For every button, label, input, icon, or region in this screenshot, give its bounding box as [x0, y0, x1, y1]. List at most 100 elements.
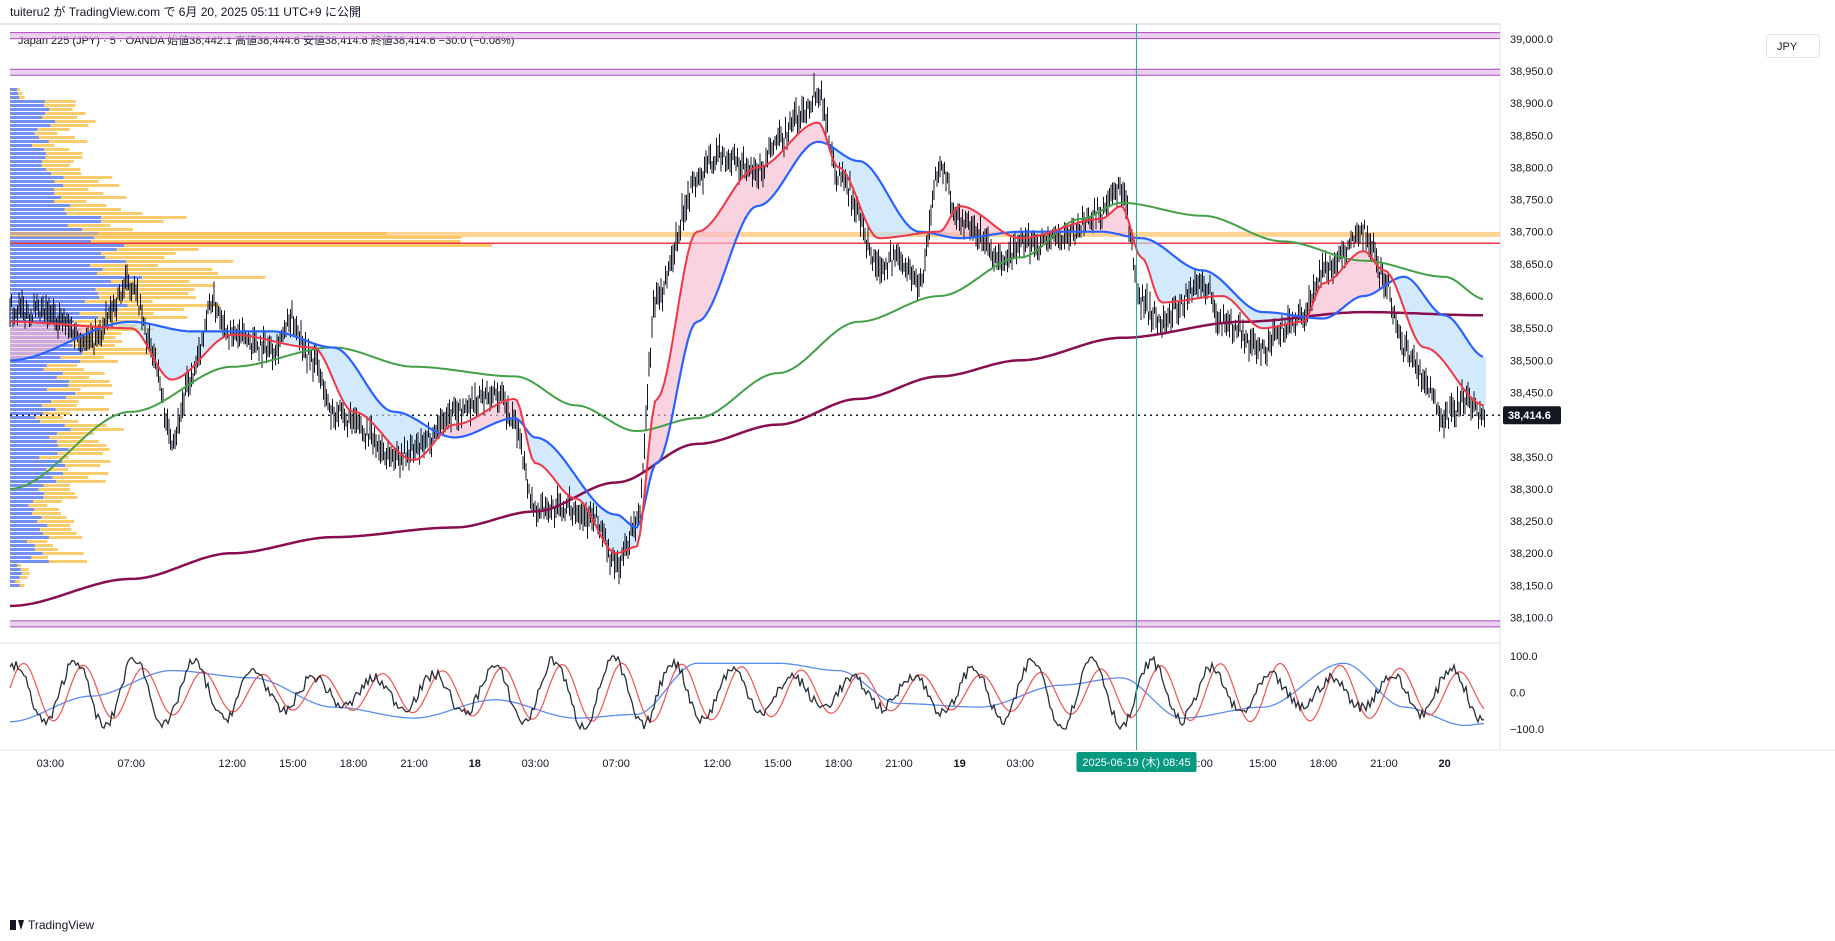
cloud-segment [799, 130, 802, 158]
vp-bar-yellow [27, 540, 48, 543]
cloud-segment [1441, 314, 1444, 362]
vp-bar-blue [10, 260, 126, 263]
vp-bar-blue [10, 176, 64, 179]
cloud-segment [1429, 302, 1432, 350]
axes[interactable]: 39,000.0 38,950.0 38,900.0 38,850.0 38,800.0… [37, 34, 1561, 770]
vp-bar-yellow [116, 248, 199, 251]
cloud-segment [1432, 306, 1435, 353]
vp-bar-yellow [94, 236, 462, 239]
cloud-segment [1219, 278, 1222, 297]
vp-bar-blue [10, 244, 124, 247]
cloud-segment [1345, 261, 1348, 307]
cloud-segment [1414, 282, 1417, 341]
cloud-segment [502, 400, 505, 421]
vp-bar-blue [10, 364, 47, 367]
vp-bar-yellow [84, 300, 153, 303]
cloud-segment [556, 450, 559, 486]
purple-zone-top [10, 32, 1500, 39]
cloud-segment [796, 133, 799, 162]
vp-bar-yellow [40, 420, 79, 423]
cloud-segment [1417, 285, 1420, 345]
cloud-segment [1456, 323, 1459, 383]
price-tick: 38,950.0 [1510, 66, 1553, 78]
cloud-segment [544, 439, 547, 471]
cloud-segment [34, 322, 37, 357]
cloud-segment [16, 321, 19, 361]
cloud-segment [184, 330, 187, 375]
cloud-segment [358, 370, 361, 414]
cloud-segment [1348, 258, 1351, 304]
price-candles [9, 72, 1485, 585]
vp-bar-blue [10, 120, 56, 123]
vp-bar-blue [10, 352, 83, 355]
vp-bar-yellow [90, 264, 158, 267]
vp-bar-blue [10, 100, 45, 103]
price-tick: 38,700.0 [1510, 227, 1553, 239]
vp-bar-yellow [62, 460, 111, 463]
cloud-segment [31, 322, 34, 358]
cloud-segment [121, 322, 124, 329]
vp-bar-yellow [66, 396, 104, 399]
cloud-segment [742, 174, 745, 226]
vp-bar-yellow [44, 104, 76, 107]
horizontal-levels[interactable] [10, 32, 1500, 628]
vp-bar-blue [10, 428, 71, 431]
cloud-segment [79, 325, 82, 338]
time-tick: 15:00 [764, 758, 792, 770]
vp-bar-blue [10, 420, 40, 423]
vp-bar-yellow [49, 436, 85, 439]
cloud-segment [814, 122, 817, 143]
cloud-segment [772, 158, 775, 197]
cloud-segment [292, 335, 295, 346]
vp-bar-yellow [127, 304, 221, 307]
cloud-segment [754, 167, 757, 208]
vp-bar-blue [10, 264, 91, 267]
vp-bar-yellow [34, 508, 60, 511]
cloud-segment [40, 322, 43, 355]
footer-brand[interactable]: TradingView [10, 918, 94, 932]
vp-bar-blue [10, 184, 64, 187]
cloud-segment [157, 325, 160, 370]
vp-bar-blue [10, 148, 44, 151]
cloud-segment [172, 328, 175, 380]
cloud-segment [745, 171, 748, 219]
cloud-segment [604, 509, 607, 547]
cloud-segment [1174, 255, 1177, 302]
cloud-segment [382, 405, 385, 438]
vp-bar-yellow [50, 124, 89, 127]
cloud-segment [532, 436, 535, 464]
cloud-segment [703, 227, 706, 319]
vp-bar-yellow [40, 528, 72, 531]
vp-bar-yellow [101, 252, 176, 255]
cloud-segment [427, 426, 430, 452]
cloud-segment [655, 398, 658, 465]
vp-bar-blue [10, 412, 44, 415]
cloud-segment [1435, 309, 1438, 355]
osc-signal-red [9, 662, 1485, 723]
vp-bar-blue [10, 240, 91, 243]
vp-bar-blue [10, 200, 55, 203]
vp-bar-yellow [54, 180, 99, 183]
cloud-segment [778, 152, 781, 190]
vp-bar-yellow [54, 192, 104, 195]
cloud-segment [1186, 264, 1189, 301]
cloud-segment [340, 349, 343, 402]
cloud-segment [1369, 254, 1372, 296]
vp-bar-yellow [124, 244, 492, 247]
cloud-segment [886, 191, 889, 238]
orange-level [10, 231, 1500, 237]
cloud-segment [1093, 219, 1096, 232]
cloud-segment [493, 404, 496, 425]
cloud-segment [679, 283, 682, 381]
vp-bar-yellow [101, 220, 164, 223]
vp-bar-blue [10, 132, 35, 135]
currency-button[interactable]: JPY [1766, 34, 1820, 58]
price-tick: 38,650.0 [1510, 259, 1553, 271]
crosshair-time-label: 2025-06-19 (木) 08:45 [1082, 756, 1190, 769]
vp-bar-blue [10, 252, 101, 255]
vp-bar-yellow [111, 280, 190, 283]
vp-bar-blue [10, 392, 76, 395]
vp-bar-yellow [60, 356, 104, 359]
cloud-segment [856, 160, 859, 204]
